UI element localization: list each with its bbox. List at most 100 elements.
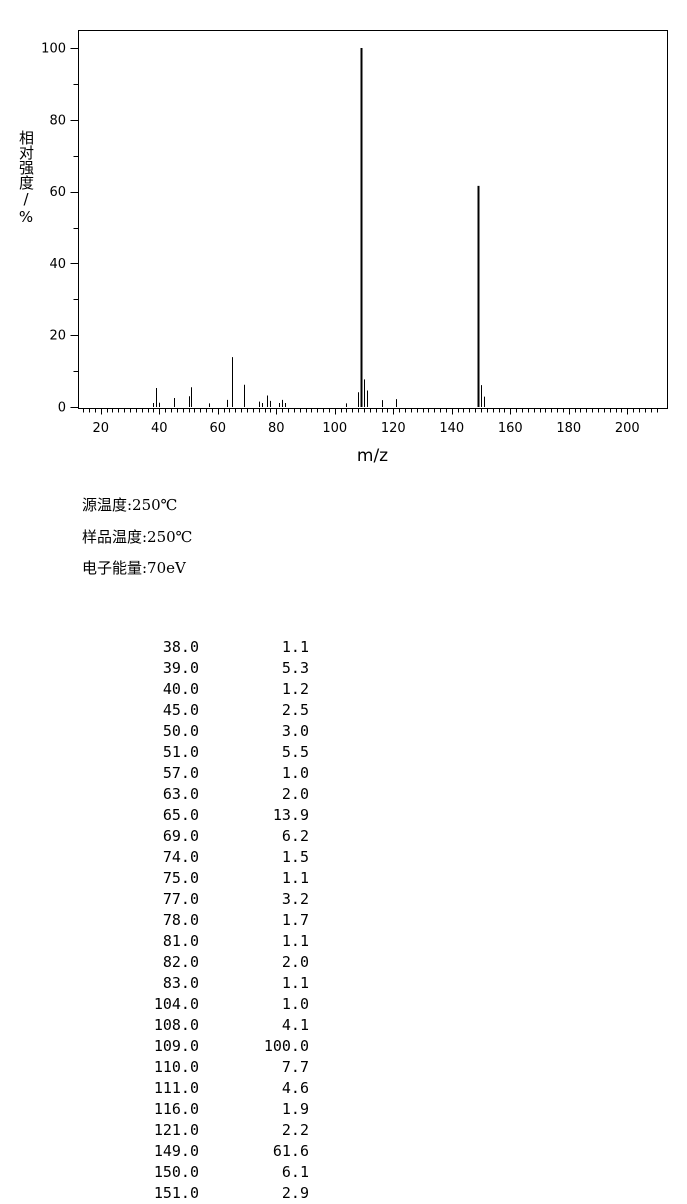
table-row: 150.0 6.1 <box>120 1162 309 1183</box>
table-row: 69.0 6.2 <box>120 826 309 847</box>
x-tick-label: 40 <box>151 421 168 436</box>
peak-intensity-cell: 5.5 <box>281 743 309 761</box>
table-row: 83.0 1.1 <box>120 973 309 994</box>
peak-intensity-cell: 3.2 <box>281 890 309 908</box>
peak-intensity-cell: 6.2 <box>281 827 309 845</box>
y-axis-label: 相对强度/% <box>17 130 35 226</box>
peak-mz-cell: 108.0 <box>153 1016 199 1034</box>
x-tick-label: 20 <box>92 421 109 436</box>
y-tick-label: 80 <box>49 113 66 128</box>
peak-mz-cell: 63.0 <box>162 785 199 803</box>
mass-spectrum-chart: 20 40 60 80 100 120 140 160 180 200 0 20 40 60 80 100 m… <box>0 0 687 480</box>
peak-mz-cell: 45.0 <box>162 701 199 719</box>
peak-mz-cell: 51.0 <box>162 743 199 761</box>
table-row: 50.0 3.0 <box>120 721 309 742</box>
peak-intensity-cell: 2.9 <box>281 1184 309 1202</box>
peak-intensity-cell: 1.1 <box>281 638 309 656</box>
table-row: 77.0 3.2 <box>120 889 309 910</box>
peak-intensity-cell: 1.9 <box>281 1100 309 1118</box>
x-tick-label: 120 <box>381 421 406 436</box>
x-tick-label: 140 <box>439 421 464 436</box>
peak-intensity-cell: 1.2 <box>281 680 309 698</box>
table-row: 110.0 7.7 <box>120 1057 309 1078</box>
table-row: 111.0 4.6 <box>120 1078 309 1099</box>
peak-mz-cell: 109.0 <box>153 1037 199 1055</box>
x-axis-label: m/z <box>357 446 388 466</box>
x-tick-label: 100 <box>322 421 347 436</box>
peak-mz-cell: 121.0 <box>153 1121 199 1139</box>
y-tick-label: 40 <box>49 257 66 272</box>
peak-mz-cell: 39.0 <box>162 659 199 677</box>
sample-temperature: 样品温度:250℃ <box>82 527 193 546</box>
table-row: 57.0 1.0 <box>120 763 309 784</box>
peak-mz-cell: 83.0 <box>162 974 199 992</box>
peak-intensity-cell: 13.9 <box>272 806 309 824</box>
peak-mz-cell: 111.0 <box>153 1079 199 1097</box>
peak-intensity-cell: 2.2 <box>281 1121 309 1139</box>
peak-mz-cell: 151.0 <box>153 1184 199 1202</box>
peak-intensity-cell: 1.1 <box>281 932 309 950</box>
peak-mz-cell: 74.0 <box>162 848 199 866</box>
peak-mz-cell: 77.0 <box>162 890 199 908</box>
acquisition-conditions: 源温度:250℃ 样品温度:250℃ 电子能量:70eV <box>82 492 192 587</box>
y-tick-label: 100 <box>41 42 66 57</box>
plot-frame <box>78 30 668 409</box>
table-row: 74.0 1.5 <box>120 847 309 868</box>
table-row: 149.0 61.6 <box>120 1141 309 1162</box>
peak-mz-cell: 81.0 <box>162 932 199 950</box>
peak-intensity-cell: 100.0 <box>263 1037 309 1055</box>
table-row: 65.0 13.9 <box>120 805 309 826</box>
peak-intensity-cell: 1.7 <box>281 911 309 929</box>
x-tick-label: 60 <box>209 421 226 436</box>
table-row: 108.0 4.1 <box>120 1015 309 1036</box>
peak-mz-cell: 149.0 <box>153 1142 199 1160</box>
peak-intensity-cell: 4.6 <box>281 1079 309 1097</box>
peak-mz-cell: 116.0 <box>153 1100 199 1118</box>
table-row: 121.0 2.2 <box>120 1120 309 1141</box>
table-row: 38.0 1.1 <box>120 637 309 658</box>
peak-intensity-cell: 1.1 <box>281 974 309 992</box>
source-temperature: 源温度:250℃ <box>82 496 178 514</box>
x-tick-label: 180 <box>556 421 581 436</box>
peak-mz-cell: 40.0 <box>162 680 199 698</box>
peak-intensity-cell: 1.1 <box>281 869 309 887</box>
peak-mz-cell: 69.0 <box>162 827 199 845</box>
peak-mz-cell: 65.0 <box>162 806 199 824</box>
peak-mz-cell: 57.0 <box>162 764 199 782</box>
peak-mz-cell: 82.0 <box>162 953 199 971</box>
table-row: 45.0 2.5 <box>120 700 309 721</box>
peak-mz-cell: 150.0 <box>153 1163 199 1181</box>
y-tick-label: 20 <box>49 329 66 344</box>
table-row: 63.0 2.0 <box>120 784 309 805</box>
peak-mz-cell: 38.0 <box>162 638 199 656</box>
table-row: 109.0 100.0 <box>120 1036 309 1057</box>
chart-svg: 20 40 60 80 100 120 140 160 180 200 0 20 40 60 80 100 m… <box>41 30 668 466</box>
peak-intensity-cell: 1.0 <box>281 995 309 1013</box>
table-row: 51.0 5.5 <box>120 742 309 763</box>
electron-energy: 电子能量:70eV <box>82 559 186 577</box>
table-row: 75.0 1.1 <box>120 868 309 889</box>
peak-intensity-cell: 2.0 <box>281 785 309 803</box>
peak-intensity-cell: 7.7 <box>281 1058 309 1076</box>
peak-intensity-cell: 1.0 <box>281 764 309 782</box>
peak-intensity-cell: 61.6 <box>272 1142 309 1160</box>
peak-intensity-cell: 5.3 <box>281 659 309 677</box>
peak-mz-cell: 75.0 <box>162 869 199 887</box>
y-tick-label: 60 <box>49 185 66 200</box>
peak-intensity-cell: 4.1 <box>281 1016 309 1034</box>
table-row: 116.0 1.9 <box>120 1099 309 1120</box>
peak-mz-cell: 110.0 <box>153 1058 199 1076</box>
peak-intensity-cell: 2.5 <box>281 701 309 719</box>
peak-mz-cell: 78.0 <box>162 911 199 929</box>
table-row: 82.0 2.0 <box>120 952 309 973</box>
x-tick-label: 200 <box>615 421 640 436</box>
x-tick-label: 160 <box>498 421 523 436</box>
table-row: 39.0 5.3 <box>120 658 309 679</box>
peak-intensity-cell: 1.5 <box>281 848 309 866</box>
y-tick-label: 0 <box>58 401 66 416</box>
table-row: 40.0 1.2 <box>120 679 309 700</box>
peak-mz-cell: 50.0 <box>162 722 199 740</box>
table-row: 81.0 1.1 <box>120 931 309 952</box>
table-row: 78.0 1.7 <box>120 910 309 931</box>
peak-table: 38.0 1.1 39.0 5.3 40.0 1.2 45.0 2.5 50.0 3.0 51.0 5… <box>120 637 309 1204</box>
